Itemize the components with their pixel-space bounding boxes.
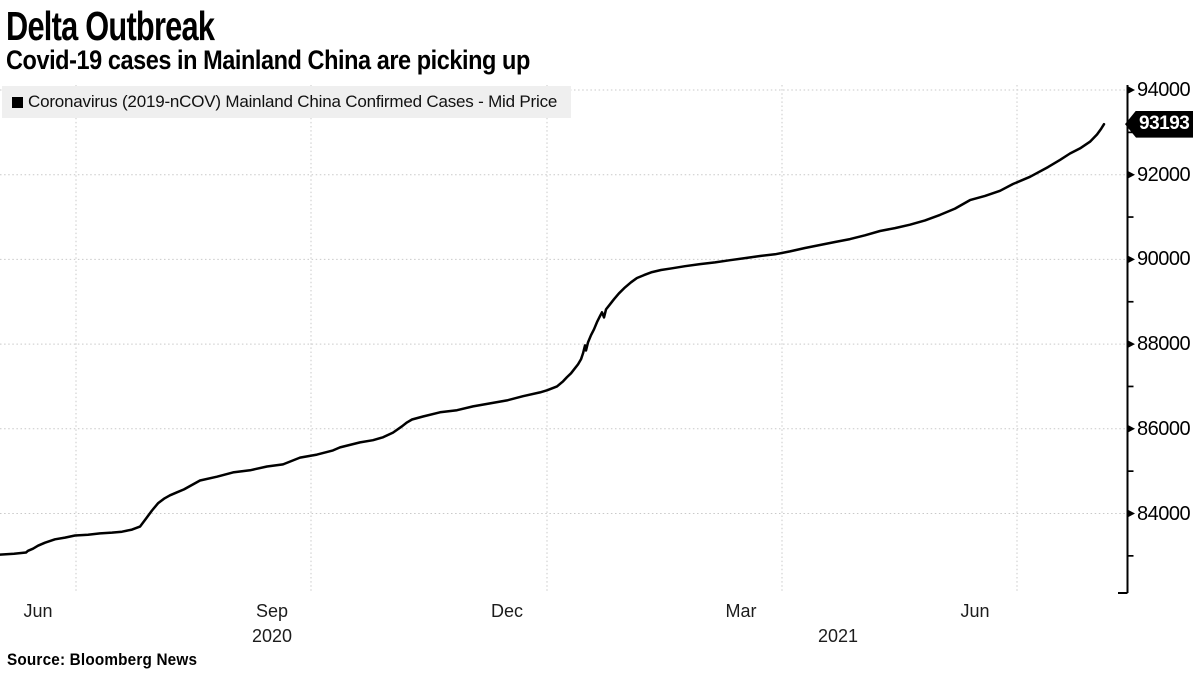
x-axis-year-label: 2021 [817,626,859,646]
y-axis-tick-label: 90000 [1137,248,1191,271]
y-axis-tick-label: 88000 [1137,333,1191,356]
y-axis-tick-label: 86000 [1137,417,1191,440]
series-marker-icon [12,96,23,108]
major-tick-arrow-icon [1126,85,1135,95]
data-line [0,122,1106,556]
major-tick-arrow-icon [1126,424,1135,434]
y-axis-tick-label: 92000 [1137,163,1191,186]
y-axis-tick-label: 84000 [1137,502,1191,525]
page-subtitle: Covid-19 cases in Mainland China are pic… [6,45,530,75]
last-price-badge: 93193 [1125,110,1194,138]
major-tick-arrow-icon [1126,339,1135,349]
x-axis-year-label: 2020 [251,626,293,646]
major-tick-arrow-icon [1126,509,1135,518]
x-axis-month-label: Sep [255,601,289,621]
page-title: Delta Outbreak [6,3,215,49]
chart-legend: Coronavirus (2019-nCOV) Mainland China C… [2,86,572,118]
x-axis-month-label: Dec [490,601,524,621]
source-attribution: Source: Bloomberg News [7,650,198,669]
x-axis-month-label: Mar [725,601,757,621]
major-tick-arrow-icon [1126,254,1135,264]
legend-series-label: Coronavirus (2019-nCOV) Mainland China C… [28,92,558,111]
major-tick-arrow-icon [1126,170,1135,180]
x-axis-month-label: Jun [23,601,53,621]
x-axis-month-label: Jun [960,601,990,621]
y-axis-tick-label: 94000 [1137,79,1191,101]
